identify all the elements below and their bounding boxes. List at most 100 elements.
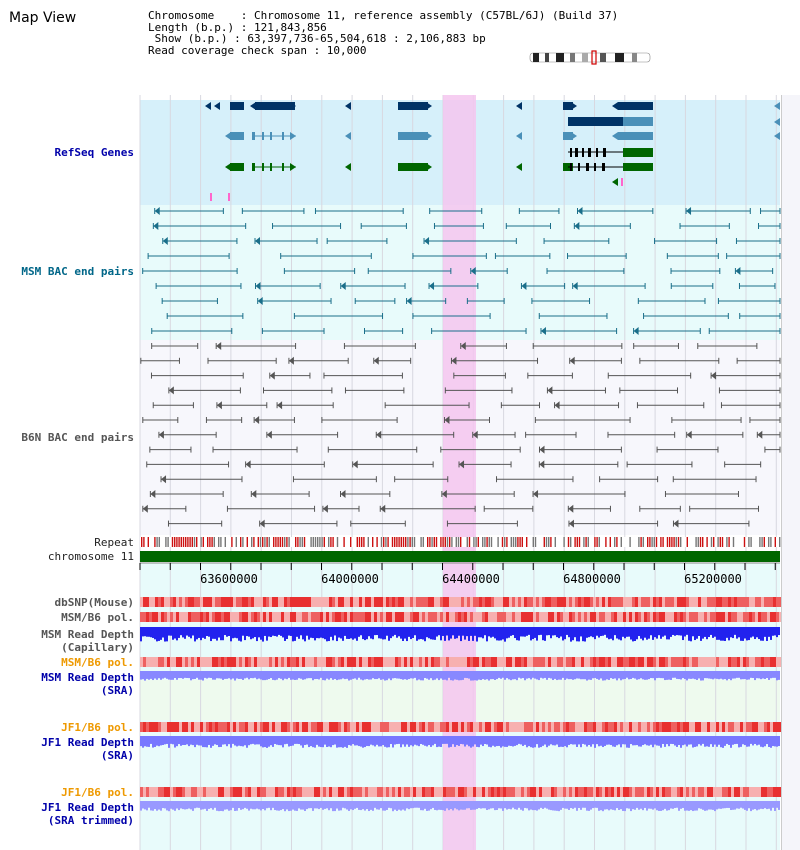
pol-band-cell <box>491 787 494 797</box>
track-label-repeat[interactable]: Repeat <box>94 536 134 549</box>
pol-band-cell <box>332 787 335 797</box>
pol-band-cell <box>293 787 296 797</box>
right-scroll-strip[interactable] <box>781 95 800 850</box>
pol-band-cell <box>626 612 629 622</box>
pol-band-cell <box>773 657 776 667</box>
bac-end-arrow <box>142 504 148 513</box>
bac-end-arrow <box>158 430 164 439</box>
depth-bar <box>340 801 342 811</box>
pol-band-cell <box>740 787 743 797</box>
pol-band-cell <box>644 787 647 797</box>
pol-band-cell <box>698 787 701 797</box>
track-label-jf1-b6-pol-trim[interactable]: JF1/B6 pol. <box>61 786 134 799</box>
depth-bar <box>234 736 236 746</box>
track-label-dbsnp[interactable]: dbSNP(Mouse) <box>54 596 134 609</box>
read-depth-tracks[interactable] <box>140 627 780 812</box>
pol-band-cell <box>491 722 494 732</box>
depth-bar <box>664 671 666 681</box>
depth-bar <box>162 736 164 746</box>
repeat-element <box>649 537 651 547</box>
pol-band-cell <box>155 597 158 607</box>
pol-band-cell <box>359 787 362 797</box>
depth-bar <box>698 671 700 679</box>
polymorphism-tracks[interactable] <box>140 597 782 797</box>
depth-bar <box>752 671 754 679</box>
b6n-bac-end-pairs[interactable] <box>140 342 781 528</box>
track-label-msm-depth-sra[interactable]: MSM Read Depth <box>41 671 134 684</box>
pol-band-cell <box>419 597 422 607</box>
depth-bar <box>298 627 300 639</box>
pol-band-cell <box>527 612 530 622</box>
chromosome-ideogram[interactable] <box>529 50 651 65</box>
depth-bar <box>262 627 264 642</box>
depth-bar <box>474 801 476 810</box>
chromosome-bar[interactable] <box>140 551 780 562</box>
depth-bar <box>330 736 332 748</box>
depth-bar <box>336 627 338 642</box>
depth-bar <box>380 801 382 809</box>
pol-band-cell <box>164 722 167 732</box>
bac-end-arrow <box>352 460 358 469</box>
pol-band-cell <box>155 657 158 667</box>
pol-band-cell <box>260 612 263 622</box>
pol-band-cell <box>746 722 749 732</box>
depth-bar <box>640 801 642 809</box>
repeat-element <box>598 537 600 547</box>
depth-bar <box>506 801 508 810</box>
depth-bar <box>716 671 718 679</box>
pol-band-cell <box>401 657 404 667</box>
depth-bar <box>436 671 438 679</box>
pol-band-cell <box>545 597 548 607</box>
track-label-jf1-depth-trimmed-sub: (SRA trimmed) <box>47 814 134 827</box>
pol-band-cell <box>272 657 275 667</box>
depth-bar <box>464 627 466 640</box>
pol-band-cell <box>686 612 689 622</box>
pol-band-cell <box>305 787 308 797</box>
pol-band-cell <box>527 787 530 797</box>
track-label-chromosome[interactable]: chromosome 11 <box>47 550 134 563</box>
track-label-msm-depth-capillary[interactable]: MSM Read Depth <box>41 628 134 641</box>
track-label-refseq[interactable]: RefSeq Genes <box>54 146 134 159</box>
pol-band-cell <box>638 597 641 607</box>
track-label-b6n-bac[interactable]: B6N BAC end pairs <box>21 431 134 444</box>
track-label-msm-b6-pol-sra[interactable]: MSM/B6 pol. <box>61 656 134 669</box>
depth-bar <box>546 671 548 680</box>
depth-bar <box>404 671 406 680</box>
pol-band-cell <box>218 597 221 607</box>
track-label-msm-bac[interactable]: MSM BAC end pairs <box>21 265 134 278</box>
bac-end-arrow <box>568 504 574 513</box>
repeat-element <box>717 537 719 547</box>
depth-bar <box>770 627 772 640</box>
pol-band-cell <box>665 597 668 607</box>
pol-band-cell <box>425 657 428 667</box>
pol-band-cell <box>596 612 599 622</box>
pol-band-cell <box>464 612 467 622</box>
pol-band-cell <box>539 722 542 732</box>
depth-bar <box>484 736 486 745</box>
track-label-jf1-b6-pol[interactable]: JF1/B6 pol. <box>61 721 134 734</box>
track-label-jf1-depth-sra[interactable]: JF1 Read Depth <box>41 736 134 749</box>
depth-bar <box>486 671 488 680</box>
pol-band-cell <box>635 722 638 732</box>
depth-bar <box>600 671 602 679</box>
depth-bar <box>656 736 658 746</box>
depth-bar <box>428 671 430 680</box>
depth-bar <box>516 627 518 641</box>
depth-bar <box>280 801 282 811</box>
repeat-element <box>312 537 314 547</box>
repeat-track[interactable] <box>140 537 781 547</box>
depth-bar <box>240 671 242 679</box>
track-label-jf1-depth-trimmed[interactable]: JF1 Read Depth <box>41 801 134 814</box>
pol-band-cell <box>644 612 647 622</box>
track-label-msm-b6-pol[interactable]: MSM/B6 pol. <box>61 611 134 624</box>
pol-band-cell <box>308 787 311 797</box>
refseq-gene-models[interactable] <box>205 102 780 201</box>
depth-bar <box>432 801 434 808</box>
depth-bar <box>492 801 494 809</box>
bac-end-arrow <box>572 282 578 290</box>
depth-bar <box>192 801 194 811</box>
bac-end-arrow <box>269 371 275 380</box>
msm-bac-end-pairs[interactable] <box>142 207 781 335</box>
depth-bar <box>210 627 212 642</box>
